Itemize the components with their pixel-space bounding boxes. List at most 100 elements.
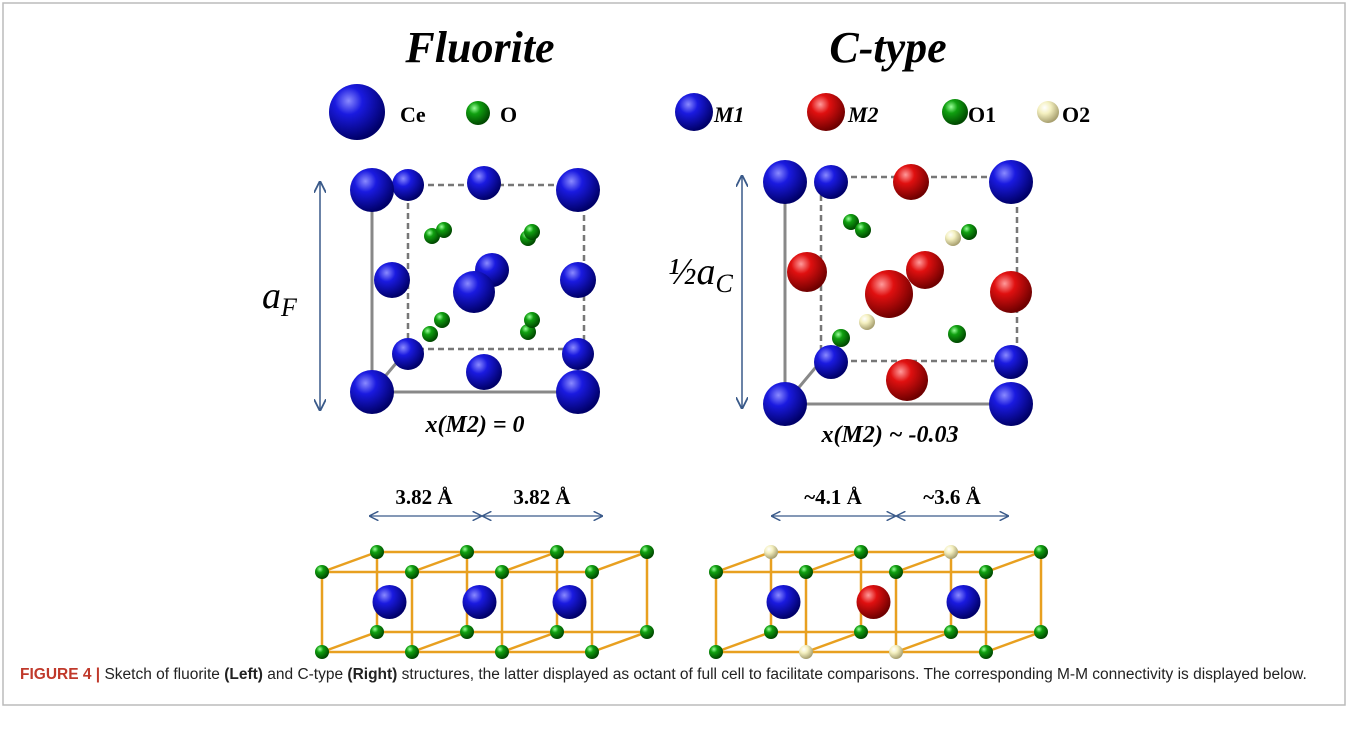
legend-label: O2 [1062,102,1090,127]
atom [424,228,440,244]
atom [434,312,450,328]
atom [405,565,419,579]
atom [560,262,596,298]
atom [556,168,600,212]
atom [550,545,564,559]
atom [787,252,827,292]
distance-label: 3.82 Å [513,485,571,509]
atom [374,262,410,298]
atom [466,354,502,390]
atom [467,166,501,200]
atom [640,625,654,639]
legend-label: O1 [968,102,996,127]
atom [799,565,813,579]
atom [763,382,807,426]
bond [501,550,558,574]
atom [942,99,968,125]
atom [350,168,394,212]
atom [979,565,993,579]
atom [466,101,490,125]
atom [1037,101,1059,123]
atom [436,222,452,238]
atom [370,545,384,559]
atom [814,165,848,199]
panel-title: Fluorite [404,23,554,72]
atom [994,345,1028,379]
bond [985,630,1042,654]
legend-label: M2 [847,102,879,127]
atom [945,230,961,246]
atom [979,645,993,659]
bond [321,630,378,654]
atom [859,314,875,330]
caption-text: (Right) [347,666,398,683]
atom [763,160,807,204]
atom [854,625,868,639]
bond [591,550,648,574]
atom [392,338,424,370]
atom [948,325,966,343]
atom [889,645,903,659]
atom [556,370,600,414]
atom [315,645,329,659]
bond [501,630,558,654]
atom [422,326,438,342]
atom [807,93,845,131]
caption-label: FIGURE 4 | [20,666,101,683]
bond [411,630,468,654]
atom [370,625,384,639]
atom [799,645,813,659]
distance-label: ~3.6 Å [923,485,981,509]
atom [460,625,474,639]
structures [315,84,1059,659]
atom [585,565,599,579]
atom [766,585,801,619]
bond [895,550,952,574]
bond [321,550,378,574]
atom [855,222,871,238]
atom [709,645,723,659]
caption-text: and C-type [267,666,344,683]
bond [895,630,952,654]
bond [805,550,862,574]
caption: FIGURE 4 | Sketch of fluorite (Left) and… [20,664,1320,685]
atom [764,545,778,559]
distance-label: 3.82 Å [395,485,453,509]
atom [495,565,509,579]
atom [944,545,958,559]
bond [805,630,862,654]
atom [640,545,654,559]
atom [392,169,424,201]
lattice-label: aF [262,275,298,322]
atom [989,160,1033,204]
atom [1034,625,1048,639]
atom [906,251,944,289]
atom [552,585,587,619]
formula: x(M2) = 0 [425,412,525,438]
bond [715,550,772,574]
atom [405,645,419,659]
lattice-label: ½aC [668,251,734,298]
atom [1034,545,1048,559]
atom [315,565,329,579]
atom [462,585,497,619]
lattice-sub: C [716,269,734,298]
lattice-base: ½a [668,251,716,293]
atom [961,224,977,240]
distance-label: ~4.1 Å [804,485,862,509]
atom [865,270,913,318]
atom [675,93,713,131]
atom [453,271,495,313]
lattice-base: a [262,275,281,317]
atom [329,84,385,140]
bond [715,630,772,654]
atom [944,625,958,639]
atom [524,224,540,240]
atom [990,271,1032,313]
panel-title: C-type [829,23,946,72]
legend-label: Ce [400,102,426,127]
caption-text: (Left) [224,666,263,683]
atom [843,214,859,230]
atom [372,585,407,619]
formula: x(M2) ~ -0.03 [821,422,959,448]
